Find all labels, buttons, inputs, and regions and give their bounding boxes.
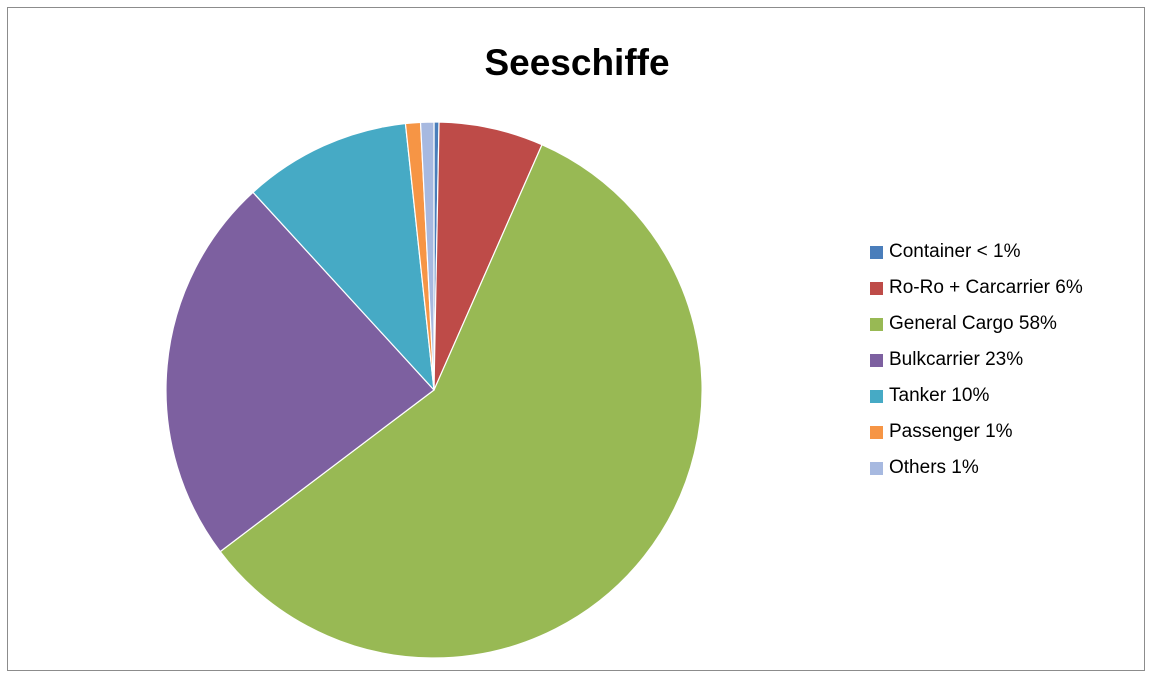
legend-swatch — [870, 318, 883, 331]
chart-frame: Seeschiffe Container < 1% Ro-Ro + Carcarr… — [7, 7, 1145, 671]
legend-item-3: Bulkcarrier 23% — [870, 342, 1083, 378]
pie-slices — [166, 122, 702, 658]
legend-item-4: Tanker 10% — [870, 378, 1083, 414]
legend-swatch — [870, 282, 883, 295]
legend-swatch — [870, 354, 883, 367]
legend-swatch — [870, 246, 883, 259]
legend-label: Tanker 10% — [889, 385, 989, 407]
legend-label: Passenger 1% — [889, 421, 1013, 443]
legend-item-0: Container < 1% — [870, 234, 1083, 270]
legend: Container < 1% Ro-Ro + Carcarrier 6% Gener… — [870, 234, 1083, 486]
legend-swatch — [870, 462, 883, 475]
legend-label: General Cargo 58% — [889, 313, 1057, 335]
legend-item-6: Others 1% — [870, 450, 1083, 486]
legend-label: Others 1% — [889, 457, 979, 479]
legend-label: Bulkcarrier 23% — [889, 349, 1023, 371]
legend-item-1: Ro-Ro + Carcarrier 6% — [870, 270, 1083, 306]
legend-label: Container < 1% — [889, 241, 1021, 263]
legend-swatch — [870, 390, 883, 403]
legend-swatch — [870, 426, 883, 439]
legend-label: Ro-Ro + Carcarrier 6% — [889, 277, 1083, 299]
legend-item-5: Passenger 1% — [870, 414, 1083, 450]
legend-item-2: General Cargo 58% — [870, 306, 1083, 342]
